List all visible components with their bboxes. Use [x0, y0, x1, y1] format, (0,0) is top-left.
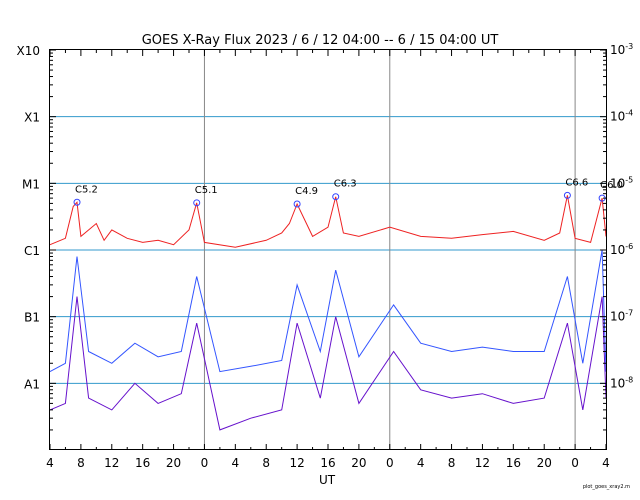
- x-tick-label: 0: [386, 456, 394, 470]
- y-class-label: X1: [24, 111, 40, 125]
- y-class-label: X10: [17, 44, 41, 58]
- x-tick-label: 0: [201, 456, 209, 470]
- flare-marker: [332, 193, 340, 201]
- y-decade-label: 10-4: [610, 109, 633, 124]
- flare-marker: [193, 199, 201, 207]
- annotation-layer: C5.2 C5.1 C4.9 C6.3 C6.6 C6.0: [73, 177, 623, 208]
- flare-label: C6.0: [600, 180, 623, 191]
- flare-label: C6.6: [565, 177, 588, 188]
- chart-title: GOES X-Ray Flux 2023 / 6 / 12 04:00 -- 6…: [142, 33, 499, 48]
- flare-marker: [293, 200, 301, 208]
- x-tick-label: 8: [262, 456, 270, 470]
- x-tick-label: 12: [475, 456, 490, 470]
- flare-label: C4.9: [295, 186, 318, 197]
- x-tick-label: 16: [320, 456, 335, 470]
- y-class-label: C1: [24, 244, 40, 258]
- x-tick-label: 8: [77, 456, 85, 470]
- series-line-0: [49, 195, 607, 248]
- x-tick-label: 12: [289, 456, 304, 470]
- y-decade-label: 10-3: [610, 42, 633, 57]
- x-tick-label: 4: [232, 456, 240, 470]
- x-tick-label: 0: [571, 456, 579, 470]
- y-decade-label: 10-6: [610, 242, 633, 257]
- x-tick-label: 12: [104, 456, 119, 470]
- x-tick-label: 8: [448, 456, 456, 470]
- x-tick-label: 4: [417, 456, 425, 470]
- series-layer: [49, 195, 607, 431]
- series-line-1: [49, 249, 607, 373]
- series-line-2: [49, 296, 607, 431]
- x-tick-label: 20: [166, 456, 181, 470]
- grid: [50, 50, 606, 450]
- axis-layer: X10 10-3 X1 10-4 M1 10-5 C1 10-6 B1 10-7 A1 10-8 4 8 1…: [17, 42, 634, 470]
- x-tick-label: 4: [46, 456, 54, 470]
- x-axis-label: UT: [319, 473, 336, 487]
- y-class-label: B1: [24, 311, 40, 325]
- y-decade-label: 10-5: [610, 175, 633, 190]
- flare-marker: [563, 191, 571, 199]
- flare-label: C5.2: [75, 184, 98, 195]
- flare-label: C6.3: [334, 179, 357, 190]
- flare-label: C5.1: [195, 185, 218, 196]
- x-tick-label: 20: [537, 456, 552, 470]
- x-tick-label: 16: [506, 456, 521, 470]
- y-class-label: M1: [22, 177, 40, 191]
- footer-text: plot_goes_xray2.m: [583, 484, 630, 490]
- x-tick-label: 4: [602, 456, 610, 470]
- y-decade-label: 10-8: [610, 375, 633, 390]
- x-tick-label: 16: [135, 456, 150, 470]
- x-tick-label: 20: [351, 456, 366, 470]
- y-decade-label: 10-7: [610, 309, 633, 324]
- y-class-label: A1: [24, 377, 40, 391]
- flare-marker: [73, 198, 81, 206]
